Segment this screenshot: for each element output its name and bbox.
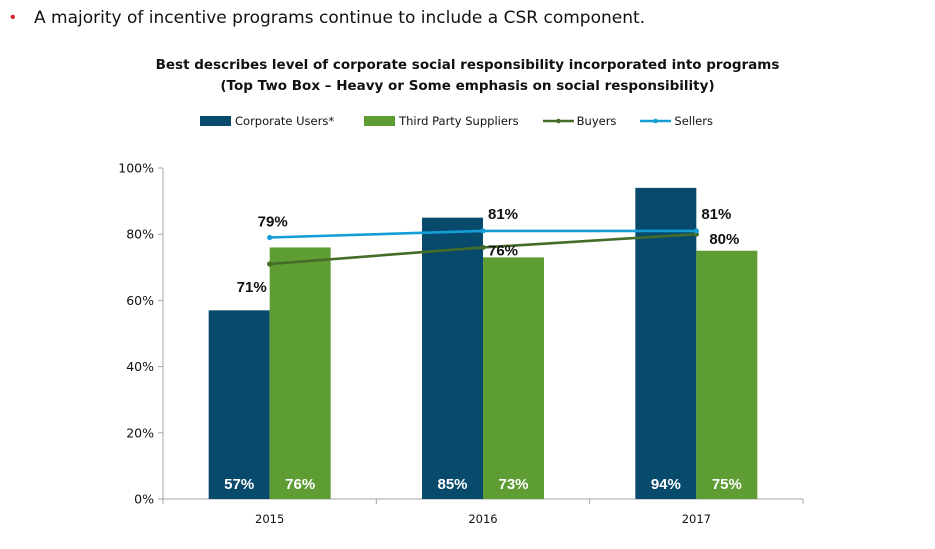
point-buyers [267,261,273,267]
legend-item-third-party-suppliers: Third Party Suppliers [364,114,519,128]
bar-data-label: 73% [498,476,528,493]
bar-data-label: 75% [712,476,742,493]
bullet-icon: • [10,9,16,26]
line-data-label-sellers: 81% [488,206,518,223]
bullet-point: • A majority of incentive programs conti… [10,4,645,32]
legend-item-sellers: Sellers [640,114,713,128]
bar-third-party-suppliers [483,257,544,499]
x-tick-label: 2016 [468,512,497,526]
x-tick-label: 2015 [255,512,284,526]
line-data-label-buyers: 80% [709,231,739,248]
legend-item-buyers: Buyers [542,114,617,128]
y-tick-label: 100% [118,161,154,176]
bar-corporate-users [422,217,483,499]
bar-data-label: 76% [285,476,315,493]
point-sellers [267,234,273,241]
legend-label-sellers: Sellers [674,114,713,128]
bar-corporate-users [208,310,270,499]
legend-swatch-corporate-users [200,116,231,126]
bullet-text: A majority of incentive programs continu… [34,8,646,28]
legend-line-sellers [640,118,672,124]
chart-subtitle: (Top Two Box – Heavy or Some emphasis on… [220,78,715,94]
point-sellers [693,228,699,234]
y-tick-label: 60% [126,293,154,308]
point-buyers [480,244,486,251]
point-sellers [480,228,486,234]
bar-third-party-suppliers [696,250,758,499]
line-data-label-sellers: 79% [258,214,288,231]
y-tick-label: 40% [126,359,154,374]
legend-label-corporate-users: Corporate Users* [235,114,335,128]
y-tick-label: 20% [126,425,154,440]
line-data-label-sellers: 81% [701,206,731,223]
line-data-label-buyers: 71% [237,279,267,296]
legend-line-buyers [542,118,574,124]
legend-label-buyers: Buyers [576,114,617,128]
y-tick-label: 80% [126,227,154,242]
legend-label-third-party-suppliers: Third Party Suppliers [399,114,519,128]
chart-legend: Corporate Users* Third Party Suppliers B… [200,114,737,128]
y-tick-label: 0% [134,492,154,507]
legend-item-corporate-users: Corporate Users* [200,114,334,128]
x-tick-label: 2017 [682,512,711,526]
legend-swatch-third-party-suppliers [364,116,396,126]
line-data-label-buyers: 76% [488,242,518,259]
bar-corporate-users [635,187,697,500]
bar-data-label: 94% [651,476,681,493]
bar-data-label: 85% [437,476,467,493]
chart-title: Best describes level of corporate social… [155,57,780,73]
bar-data-label: 57% [224,476,254,493]
bar-third-party-suppliers [269,247,331,499]
